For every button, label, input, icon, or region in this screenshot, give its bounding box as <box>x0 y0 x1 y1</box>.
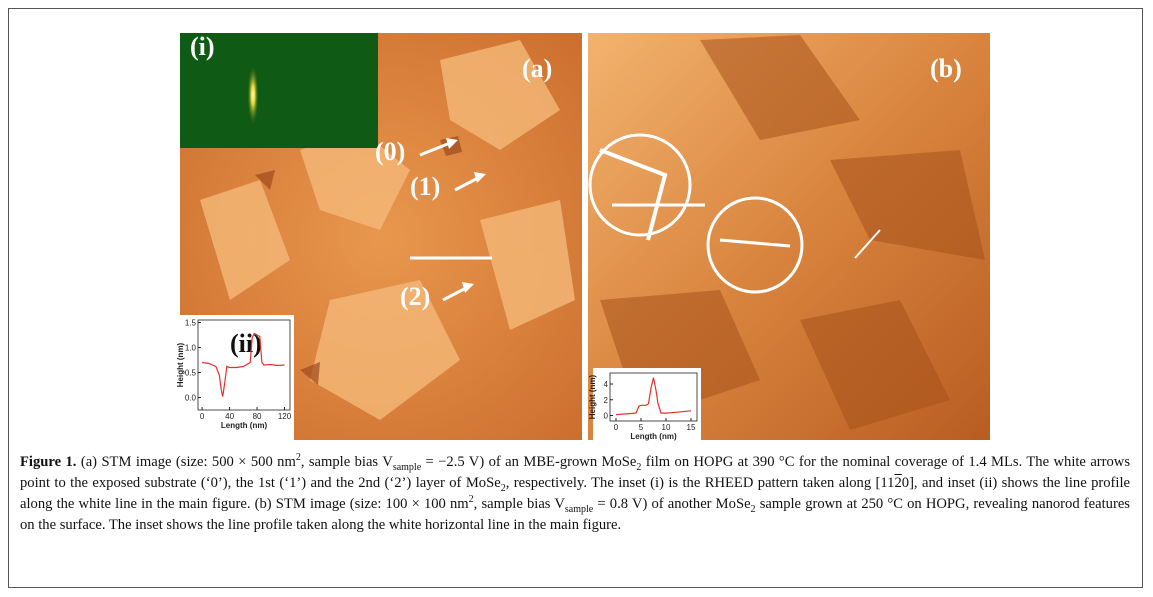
inset-label: (i) <box>190 32 215 61</box>
y-tick-label: 0.5 <box>185 369 197 378</box>
y-tick-label: 0.0 <box>185 394 197 403</box>
x-axis-label: Length (nm) <box>630 432 677 441</box>
y-tick-label: 1.0 <box>185 344 197 353</box>
caption-run: 2 <box>894 475 901 491</box>
x-tick-label: 10 <box>662 423 671 432</box>
caption-run: sample <box>565 504 593 515</box>
x-tick-label: 0 <box>614 423 619 432</box>
x-tick-label: 0 <box>200 412 205 421</box>
rheed-streak <box>247 63 259 127</box>
arrow-label: (1) <box>410 172 440 201</box>
x-axis-label: Length (nm) <box>221 421 268 430</box>
arrow-label: (0) <box>375 137 405 166</box>
y-axis-label: Height (nm) <box>588 374 597 419</box>
caption-run: , respectively. The inset (i) is the RHE… <box>506 475 895 491</box>
caption: Figure 1. (a) STM image (size: 500 × 500… <box>20 452 1130 536</box>
x-tick-label: 80 <box>253 412 262 421</box>
caption-run: sample <box>393 462 421 473</box>
page: (i) (a) (0) (1) (2) (ii) (b) 040801200.0… <box>0 0 1153 597</box>
caption-run: , sample bias V <box>474 496 565 512</box>
caption-run: , sample bias V <box>301 454 393 470</box>
x-tick-label: 40 <box>225 412 234 421</box>
y-tick-label: 0 <box>604 411 609 420</box>
y-tick-label: 4 <box>604 380 609 389</box>
inset-label: (ii) <box>230 329 262 358</box>
caption-run: Figure 1. <box>20 454 76 470</box>
panel-label: (b) <box>930 54 962 83</box>
y-axis-label: Height (nm) <box>176 342 185 387</box>
arrow-label: (2) <box>400 282 430 311</box>
panel-label: (a) <box>522 54 552 83</box>
x-tick-label: 120 <box>278 412 292 421</box>
y-tick-label: 1.5 <box>185 319 197 328</box>
caption-run: = 0.8 V) of another MoSe <box>593 496 750 512</box>
caption-run: = −2.5 V) of an MBE-grown MoSe <box>421 454 636 470</box>
y-tick-label: 2 <box>604 396 609 405</box>
x-tick-label: 5 <box>639 423 644 432</box>
caption-run: (a) STM image (size: 500 × 500 nm <box>76 454 295 470</box>
x-tick-label: 15 <box>687 423 696 432</box>
